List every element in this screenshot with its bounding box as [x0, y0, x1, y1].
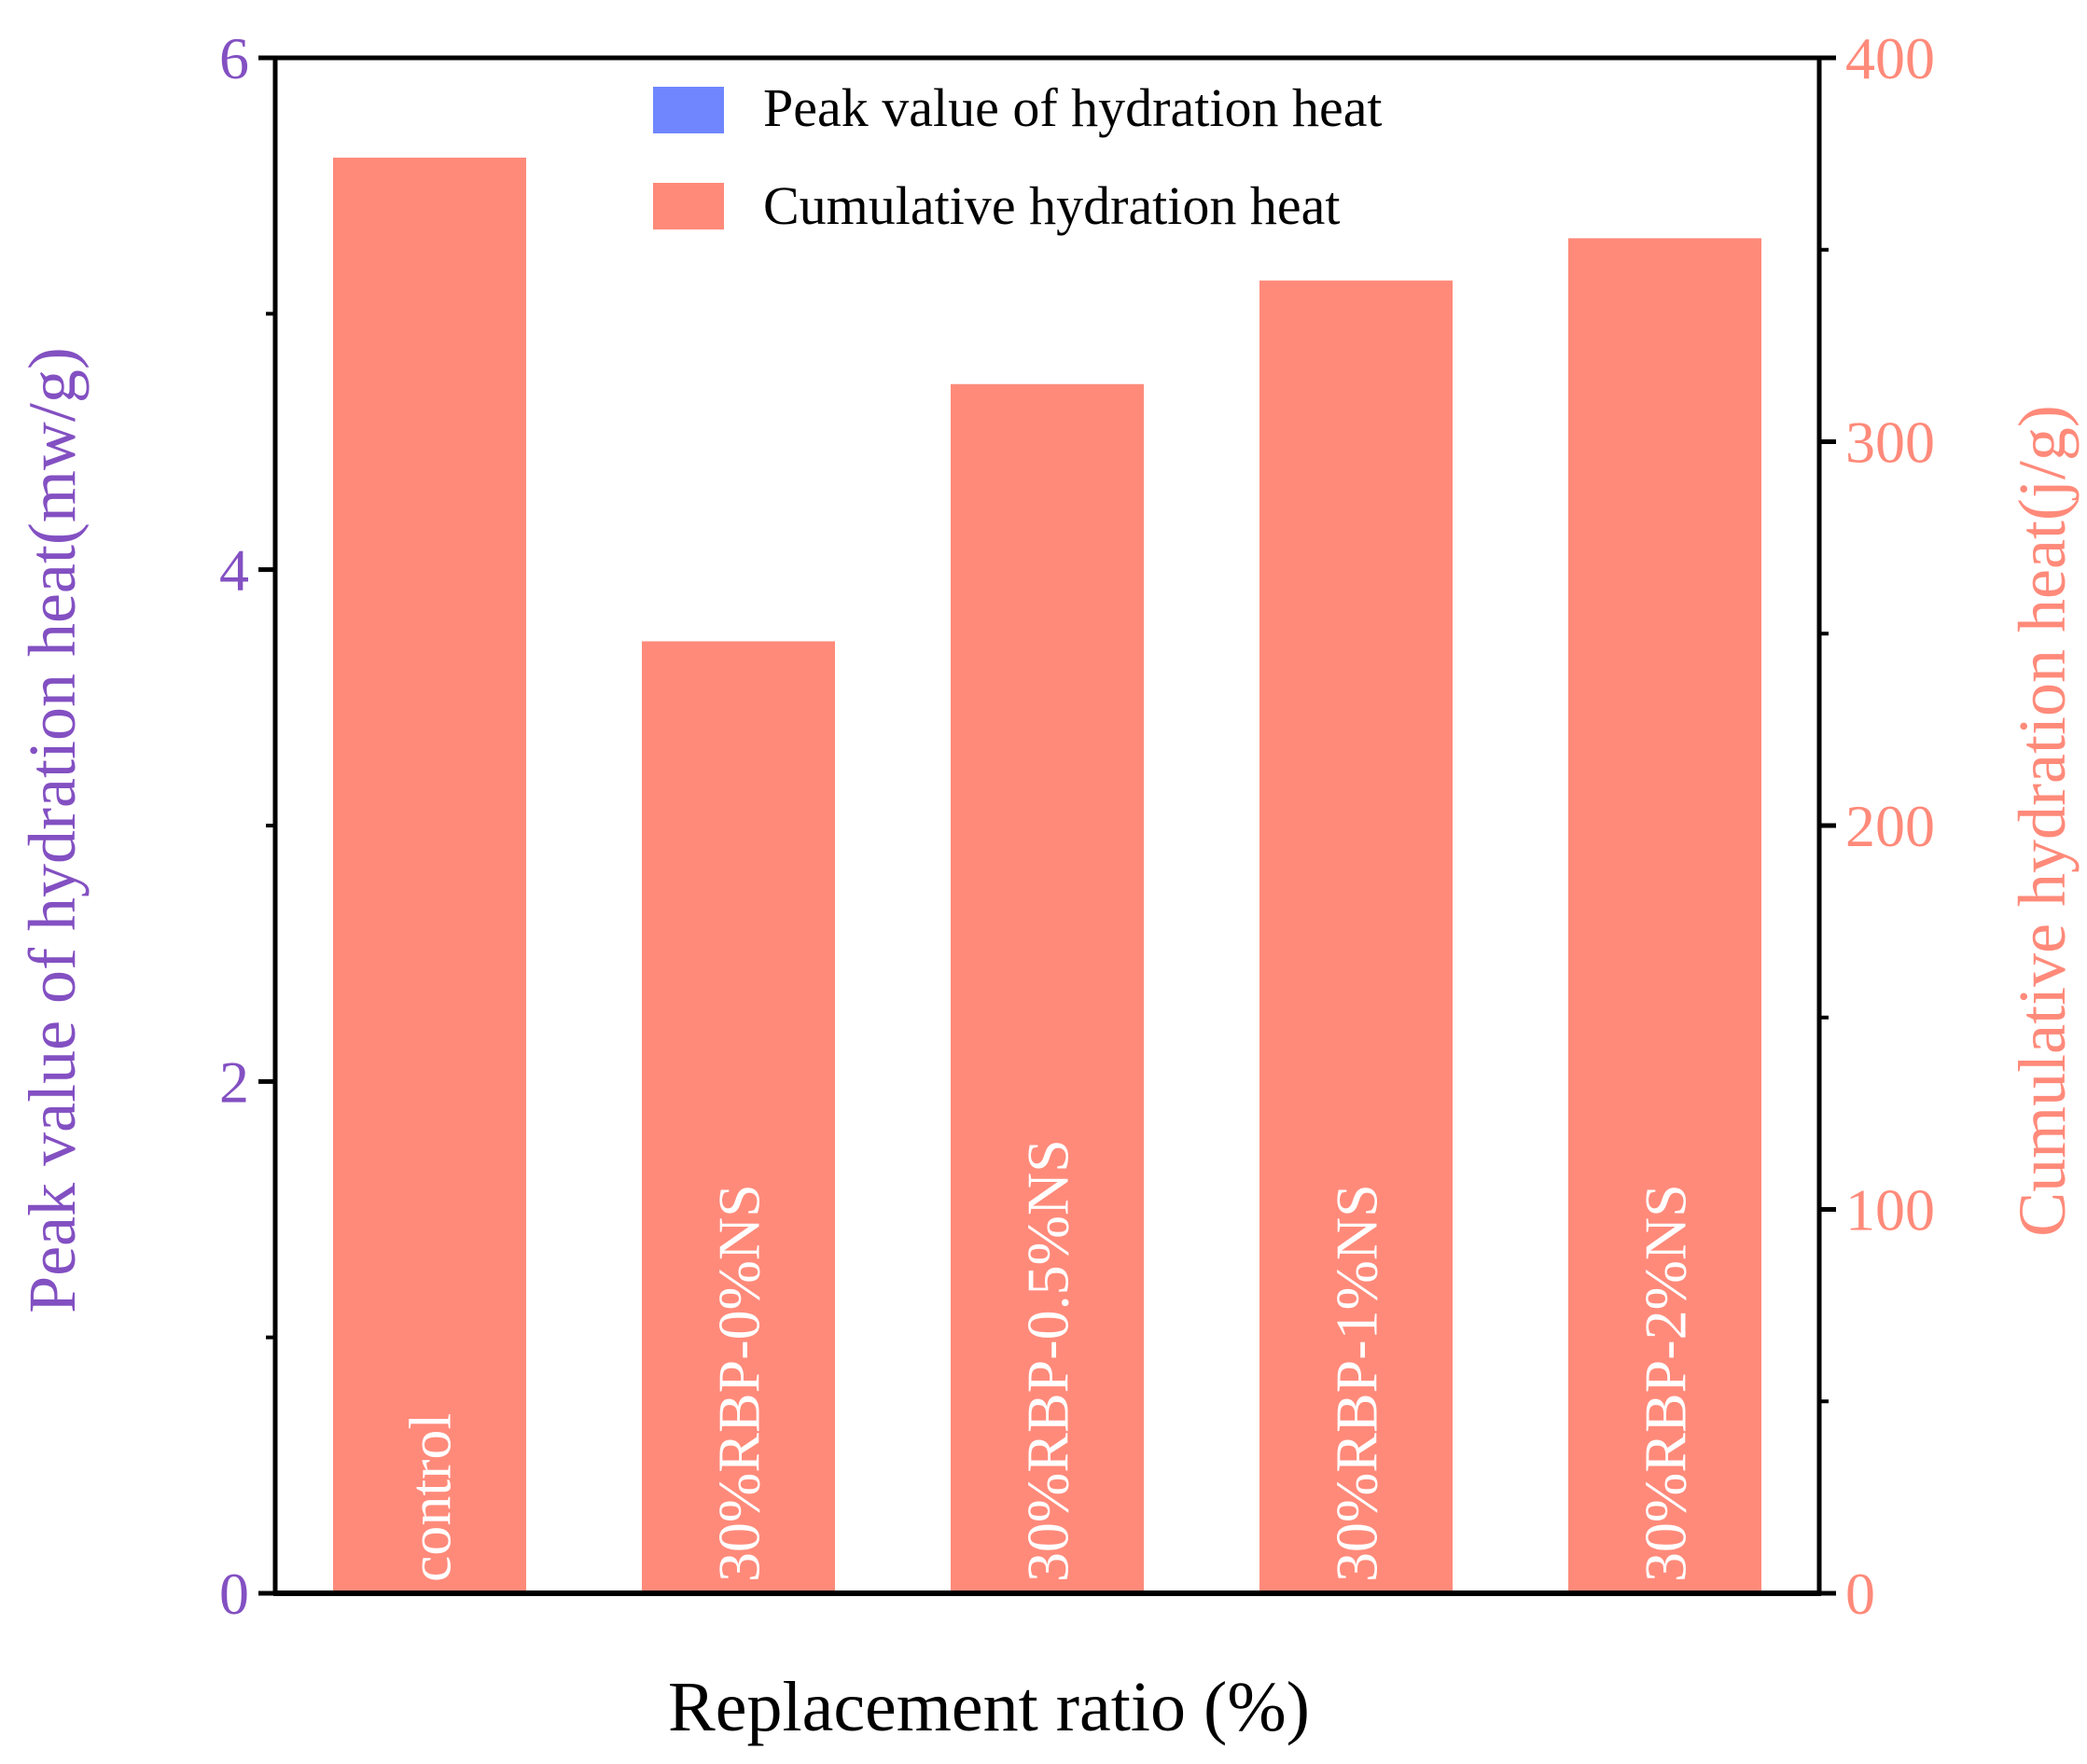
legend: Peak value of hydration heat Cumulative …: [653, 77, 1383, 236]
legend-swatch-peak: [653, 87, 724, 133]
category-label: 30%RBP-1%NS: [1324, 1184, 1390, 1582]
left-tick-label: 6: [219, 25, 249, 91]
right-tick-label: 0: [1845, 1561, 1875, 1627]
cumulative-bar: [1259, 280, 1453, 1593]
right-y-axis-label: Cumulative hydration heat(j/g): [2005, 405, 2080, 1237]
left-tick-label: 2: [219, 1049, 249, 1115]
cumulative-bars-group: [333, 157, 1761, 1594]
cumulative-bar: [1568, 238, 1761, 1593]
cumulative-bar: [642, 641, 835, 1593]
category-label: 30%RBP-2%NS: [1633, 1184, 1699, 1582]
legend-label-cumulative: Cumulative hydration heat: [763, 175, 1341, 236]
right-tick-label: 400: [1845, 25, 1935, 91]
left-tick-label: 4: [219, 537, 249, 604]
right-tick-label: 100: [1845, 1177, 1935, 1243]
x-axis-label: Replacement ratio (%): [668, 1668, 1310, 1746]
legend-swatch-cumulative: [653, 183, 724, 229]
category-labels-group: control 30%RBP-0%NS 30%RBP-0.5%NS 30%RBP-1%…: [397, 1139, 1699, 1582]
left-y-axis-label: Peak value of hydration heat(mw/g): [15, 347, 90, 1313]
ticks-group: 0 2 4 6 0 100 200 300 400: [219, 25, 1935, 1627]
cumulative-bar: [951, 383, 1144, 1593]
cumulative-bar: [333, 157, 526, 1594]
left-tick-label: 0: [219, 1561, 249, 1627]
right-tick-label: 200: [1845, 793, 1935, 859]
right-tick-label: 300: [1845, 410, 1935, 476]
category-label: 30%RBP-0%NS: [706, 1184, 772, 1582]
category-label: control: [397, 1413, 464, 1582]
category-label: 30%RBP-0.5%NS: [1015, 1139, 1081, 1582]
legend-label-peak: Peak value of hydration heat: [763, 77, 1383, 138]
